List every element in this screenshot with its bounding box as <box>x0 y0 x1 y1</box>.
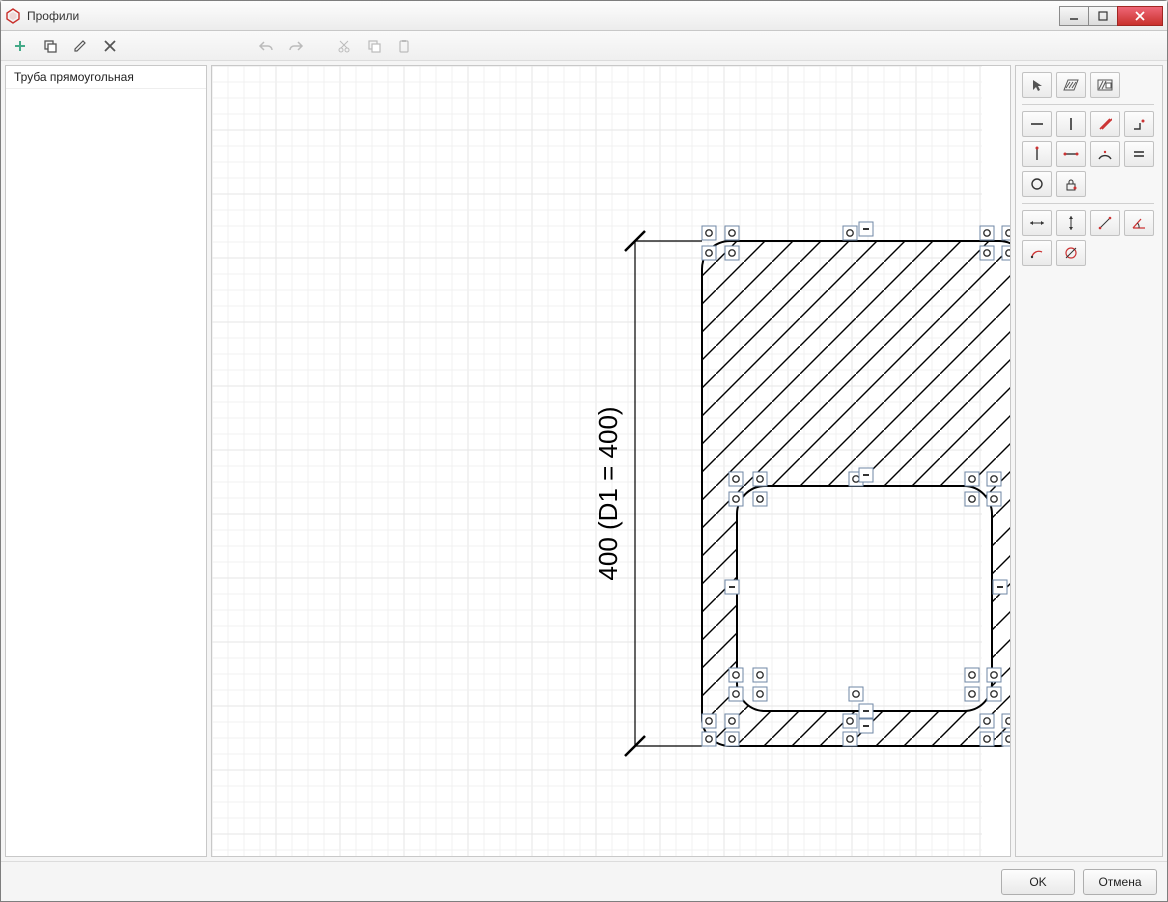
hatch-region-tool[interactable] <box>1056 72 1086 98</box>
minimize-button[interactable] <box>1059 6 1089 26</box>
profile-list: Труба прямоугольная <box>5 65 207 857</box>
arc-dim-tool[interactable] <box>1022 240 1052 266</box>
canvas[interactable]: 400 (D1 = 400) <box>211 65 1011 857</box>
hatch-hole-tool[interactable] <box>1090 72 1120 98</box>
vline-point-tool[interactable] <box>1022 141 1052 167</box>
hline-tool[interactable] <box>1022 111 1052 137</box>
add-button[interactable] <box>7 34 33 58</box>
undo-button[interactable] <box>253 34 279 58</box>
tool-palette <box>1015 65 1163 857</box>
svg-text:400 (D1 = 400): 400 (D1 = 400) <box>593 406 623 580</box>
ok-button[interactable]: OK <box>1001 869 1075 895</box>
hline-point-tool[interactable] <box>1056 141 1086 167</box>
profile-item[interactable]: Труба прямоугольная <box>6 66 206 89</box>
diameter-dim-tool[interactable] <box>1056 240 1086 266</box>
cut-button[interactable] <box>331 34 357 58</box>
close-button[interactable] <box>1117 6 1163 26</box>
angle-dim-tool[interactable] <box>1124 210 1154 236</box>
body: Труба прямоугольная 400 (D1 = 400) <box>1 61 1167 861</box>
diag-line-tool[interactable] <box>1090 111 1120 137</box>
vline-tool[interactable] <box>1056 111 1086 137</box>
maximize-button[interactable] <box>1088 6 1118 26</box>
copy-button[interactable] <box>361 34 387 58</box>
aligned-dim-tool[interactable] <box>1090 210 1120 236</box>
arc-tool[interactable] <box>1090 141 1120 167</box>
hdim-tool[interactable] <box>1022 210 1052 236</box>
equal-tool[interactable] <box>1124 141 1154 167</box>
select-tool[interactable] <box>1022 72 1052 98</box>
angle-line-tool[interactable] <box>1124 111 1154 137</box>
duplicate-button[interactable] <box>37 34 63 58</box>
circle-tool[interactable] <box>1022 171 1052 197</box>
redo-button[interactable] <box>283 34 309 58</box>
profile-sketch: 400 (D1 = 400) <box>212 66 1010 856</box>
edit-button[interactable] <box>67 34 93 58</box>
window-title: Профили <box>27 9 1060 23</box>
app-icon <box>5 8 21 24</box>
cancel-button[interactable]: Отмена <box>1083 869 1157 895</box>
dialog-footer: OK Отмена <box>1 861 1167 901</box>
window-buttons <box>1060 6 1163 26</box>
main-toolbar <box>1 31 1167 61</box>
titlebar: Профили <box>1 1 1167 31</box>
profiles-window: Профили Труба прямоугольная 400 (D1 = 40… <box>0 0 1168 902</box>
vdim-tool[interactable] <box>1056 210 1086 236</box>
delete-button[interactable] <box>97 34 123 58</box>
paste-button[interactable] <box>391 34 417 58</box>
lock-tool[interactable] <box>1056 171 1086 197</box>
